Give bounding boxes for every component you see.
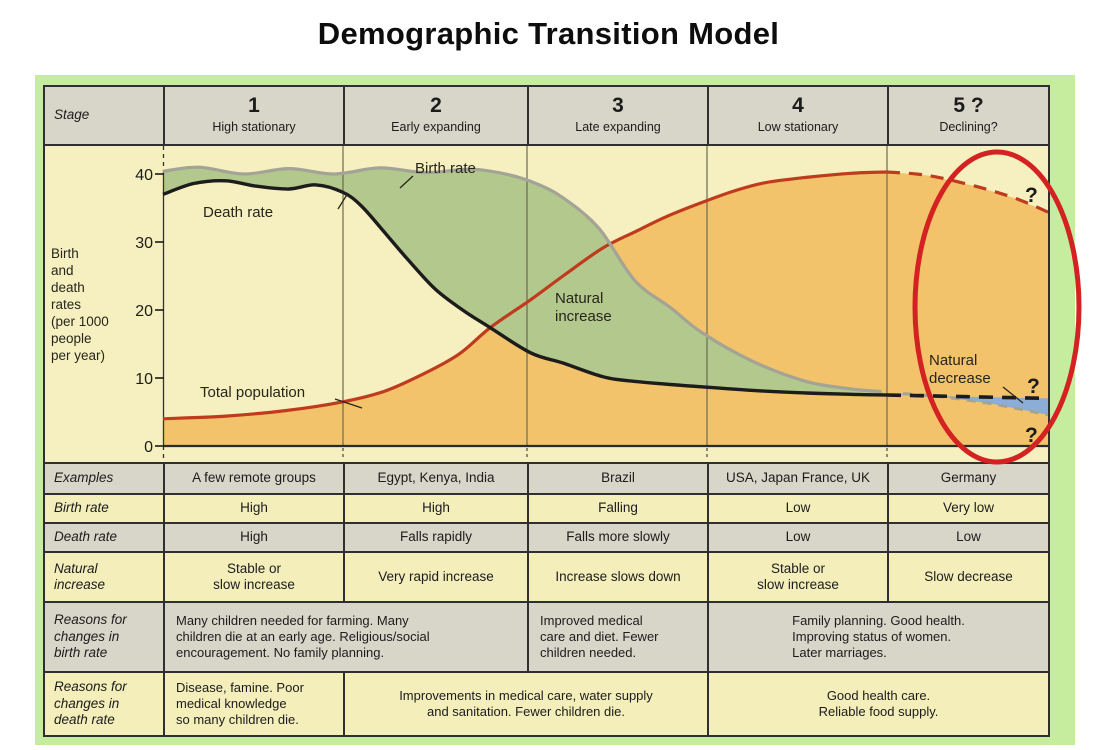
table-row-reasons-birth: Reasons for changes in birth rate Many c…	[45, 601, 1048, 671]
stage-name: Early expanding	[391, 120, 481, 135]
birth-rate-label: Birth rate	[415, 160, 476, 177]
cell: Improved medical care and diet. Fewer ch…	[527, 603, 707, 671]
cell: A few remote groups	[163, 464, 343, 493]
question-mark-bottom: ?	[1025, 424, 1038, 447]
chart-area-fills	[163, 167, 1048, 446]
stage-5-header: 5 ? Declining?	[887, 87, 1048, 144]
cell: High	[163, 524, 343, 551]
table-row-reasons-death: Reasons for changes in death rate Diseas…	[45, 671, 1048, 735]
table-row-death-rate: Death rate High Falls rapidly Falls more…	[45, 522, 1048, 551]
cell: Many children needed for farming. Many c…	[163, 603, 527, 671]
svg-text:decrease: decrease	[929, 370, 991, 387]
cell: Disease, famine. Poor medical knowledge …	[163, 673, 343, 735]
row-label: Reasons for changes in death rate	[45, 673, 163, 735]
death-rate-pointer	[337, 192, 349, 210]
stage-1-header: 1 High stationary	[163, 87, 343, 144]
stage-3-header: 3 Late expanding	[527, 87, 707, 144]
question-mark-top: ?	[1025, 184, 1038, 207]
stage-header-row: Stage 1 High stationary 2 Early expandin…	[45, 87, 1048, 144]
cell: Falls more slowly	[527, 524, 707, 551]
y-tick-40: 40	[135, 167, 153, 184]
stage-header-label: Stage	[45, 87, 163, 144]
y-axis-title: Birth and death rates (per 1000 people p…	[51, 246, 109, 363]
cell: Improvements in medical care, water supp…	[343, 673, 707, 735]
stage-4-header: 4 Low stationary	[707, 87, 887, 144]
svg-text:rates: rates	[51, 297, 81, 312]
y-axis-ticks	[155, 173, 164, 447]
cell: Slow decrease	[887, 553, 1048, 601]
death-rate-label: Death rate	[203, 204, 273, 221]
svg-text:death: death	[51, 280, 85, 295]
cell: Low	[707, 495, 887, 522]
death-rate-solid-curve	[162, 178, 888, 397]
cell: Good health care. Reliable food supply.	[707, 673, 1048, 735]
svg-text:Birth: Birth	[51, 246, 79, 261]
natural-increase-label: Natural	[555, 290, 603, 307]
cell: Brazil	[527, 464, 707, 493]
row-label: Death rate	[45, 524, 163, 551]
y-tick-0: 0	[144, 439, 153, 456]
cell: Germany	[887, 464, 1048, 493]
y-tick-10: 10	[135, 371, 153, 388]
cell: Low	[887, 524, 1048, 551]
stage-2-header: 2 Early expanding	[343, 87, 527, 144]
stage-name: Declining?	[939, 120, 998, 135]
svg-text:(per 1000: (per 1000	[51, 314, 109, 329]
y-axis: 40 30 20 10 0	[135, 146, 1048, 460]
stage-divider-stubs	[342, 448, 888, 460]
dtm-table: Stage 1 High stationary 2 Early expandin…	[43, 85, 1050, 737]
page-title: Demographic Transition Model	[317, 16, 780, 51]
stage-number: 3	[612, 94, 624, 118]
stage-number: 1	[248, 94, 260, 118]
table-row-examples: Examples A few remote groups Egypt, Keny…	[45, 462, 1048, 493]
cell: Stable or slow increase	[163, 553, 343, 601]
total-population-label: Total population	[200, 384, 305, 401]
cell: Family planning. Good health. Improving …	[707, 603, 1048, 671]
cell: Stable or slow increase	[707, 553, 887, 601]
stage-number: 5 ?	[953, 94, 984, 118]
stage-name: Late expanding	[575, 120, 661, 135]
y-tick-30: 30	[135, 235, 153, 252]
cell: Very low	[887, 495, 1048, 522]
natural-decrease-label: Natural	[929, 352, 977, 369]
stage-number: 2	[430, 94, 442, 118]
cell: Falls rapidly	[343, 524, 527, 551]
cell: Low	[707, 524, 887, 551]
cell: Egypt, Kenya, India	[343, 464, 527, 493]
svg-text:increase: increase	[555, 308, 612, 325]
y-tick-20: 20	[135, 303, 153, 320]
stage-name: Low stationary	[757, 120, 839, 135]
row-label: Birth rate	[45, 495, 163, 522]
total-population-pointer	[334, 398, 363, 409]
natural-increase-area	[163, 167, 887, 395]
question-mark-middle: ?	[1027, 375, 1040, 398]
cell: USA, Japan France, UK	[707, 464, 887, 493]
svg-text:per year): per year)	[51, 348, 105, 363]
row-label: Examples	[45, 464, 163, 493]
cell: Falling	[527, 495, 707, 522]
cell: Increase slows down	[527, 553, 707, 601]
dtm-chart-plot: 40 30 20 10 0 Birth and death rates (per…	[51, 146, 1048, 460]
cell: High	[163, 495, 343, 522]
table-row-birth-rate: Birth rate High High Falling Low Very lo…	[45, 493, 1048, 522]
row-label: Natural increase	[45, 553, 163, 601]
cell: High	[343, 495, 527, 522]
svg-text:and: and	[51, 263, 74, 278]
svg-text:people: people	[51, 331, 92, 346]
stage-number: 4	[792, 94, 804, 118]
row-label: Reasons for changes in birth rate	[45, 603, 163, 671]
cell: Very rapid increase	[343, 553, 527, 601]
birth-rate-pointer	[399, 175, 414, 189]
dtm-panel: Stage 1 High stationary 2 Early expandin…	[35, 75, 1075, 745]
stage-name: High stationary	[212, 120, 296, 135]
dtm-chart: 40 30 20 10 0 Birth and death rates (per…	[45, 144, 1048, 462]
birth-rate-solid-curve	[162, 165, 882, 394]
table-row-natural-increase: Natural increase Stable or slow increase…	[45, 551, 1048, 601]
